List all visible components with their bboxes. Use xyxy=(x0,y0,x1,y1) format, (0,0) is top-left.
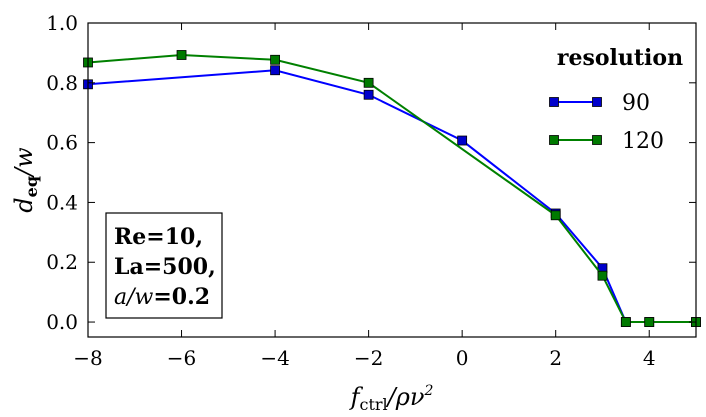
series-point-120 xyxy=(597,270,608,281)
series-point-120 xyxy=(176,50,187,60)
y-tick-label: 0.8 xyxy=(46,71,78,95)
legend-marker xyxy=(549,97,559,107)
x-tick-label: 0 xyxy=(456,346,469,370)
legend-label-120: 120 xyxy=(622,129,664,154)
x-tick-label: −4 xyxy=(260,346,289,370)
series-point-120 xyxy=(363,77,374,88)
y-axis-label: deq/w xyxy=(10,147,41,213)
legend: resolution 90 120 xyxy=(549,45,683,154)
plot-frame xyxy=(87,22,697,338)
legend-marker xyxy=(549,135,559,145)
x-tick-label: −8 xyxy=(73,346,102,370)
x-tick-label: −2 xyxy=(354,346,383,370)
x-tick-label: −6 xyxy=(167,346,196,370)
series-point-90 xyxy=(270,65,280,76)
annotation-frame xyxy=(105,212,223,319)
legend-label-90: 90 xyxy=(622,91,650,116)
x-tick-label: 2 xyxy=(549,346,562,370)
x-tick-label: 4 xyxy=(643,346,656,370)
y-tick-label: 0.0 xyxy=(46,310,78,334)
series-point-120 xyxy=(550,210,561,221)
series-point-120 xyxy=(644,317,655,327)
annotation-line-aw: a/w=0.2 xyxy=(114,284,210,310)
series-point-120 xyxy=(270,54,280,65)
x-axis-label: fctrl/ρν2 xyxy=(349,383,434,414)
series-point-120 xyxy=(620,317,631,327)
legend-marker xyxy=(592,135,602,145)
legend-title: resolution xyxy=(557,45,683,71)
series-point-90 xyxy=(363,89,374,100)
annotation-line-la: La=500, xyxy=(114,254,216,280)
series-point-90 xyxy=(457,135,468,146)
y-tick-label: 1.0 xyxy=(46,11,78,35)
y-tick-label: 0.2 xyxy=(46,250,78,274)
annotation-line-re: Re=10, xyxy=(114,224,203,250)
y-tick-label: 0.6 xyxy=(46,131,78,155)
legend-marker xyxy=(592,97,602,107)
y-tick-label: 0.4 xyxy=(46,190,78,214)
annotation-box: Re=10, La=500, a/w=0.2 xyxy=(105,212,223,319)
